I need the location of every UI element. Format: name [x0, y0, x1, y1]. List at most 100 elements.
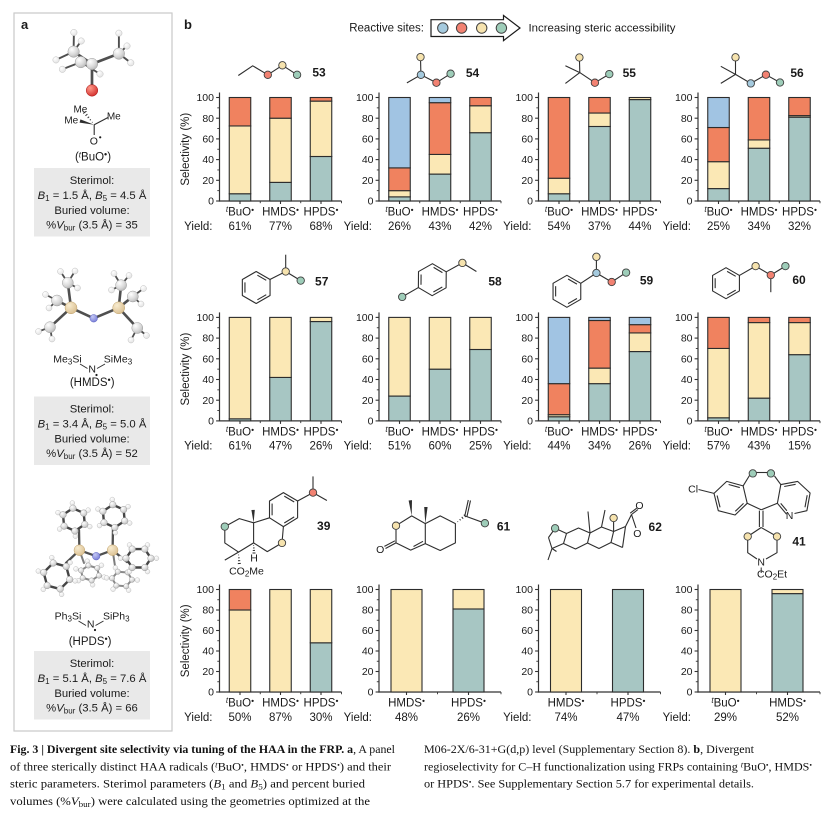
svg-text:50%: 50% — [228, 712, 251, 724]
svg-text:Yield:: Yield: — [344, 221, 372, 233]
svg-text:20: 20 — [521, 395, 533, 407]
svg-text:CO2Et: CO2Et — [757, 569, 787, 582]
svg-text:Buried volume:: Buried volume: — [54, 433, 129, 445]
svg-text:M06-2X/6-31+G(d,p) level (Supp: M06-2X/6-31+G(d,p) level (Supplementary … — [424, 744, 755, 756]
svg-text:O: O — [90, 136, 98, 148]
svg-text:51%: 51% — [388, 441, 411, 453]
svg-text:Fig. 3 | Divergent site select: Fig. 3 | Divergent site selectivity via … — [10, 744, 395, 756]
svg-text:Yield:: Yield: — [184, 221, 212, 233]
svg-text:54: 54 — [466, 66, 480, 80]
svg-text:HPDS•: HPDS• — [611, 696, 646, 710]
svg-text:Sterimol:: Sterimol: — [70, 175, 115, 187]
svg-text:20: 20 — [202, 175, 214, 187]
svg-text:60: 60 — [202, 134, 214, 146]
svg-text:26%: 26% — [457, 712, 480, 724]
svg-text:80: 80 — [202, 333, 214, 345]
svg-text:42%: 42% — [469, 221, 492, 233]
svg-text:0: 0 — [687, 416, 693, 428]
svg-text:60: 60 — [681, 134, 693, 146]
svg-text:tBuO•: tBuO• — [711, 696, 739, 710]
svg-text:B1 = 1.5 Å, B5 = 4.5 Å: B1 = 1.5 Å, B5 = 4.5 Å — [38, 189, 147, 203]
svg-text:tBuO•: tBuO• — [545, 424, 573, 438]
svg-text:60: 60 — [792, 273, 806, 287]
svg-text:80: 80 — [681, 333, 693, 345]
svg-text:Yield:: Yield: — [503, 441, 531, 453]
svg-text:%Vbur (3.5 Å) = 52: %Vbur (3.5 Å) = 52 — [46, 447, 138, 461]
svg-text:100: 100 — [515, 312, 533, 324]
svg-text:tBuO•: tBuO• — [545, 205, 573, 219]
svg-text:60: 60 — [362, 625, 374, 637]
svg-text:tBuO•: tBuO• — [385, 205, 413, 219]
svg-text:HPDS•: HPDS• — [304, 424, 339, 438]
svg-text:HPDS•: HPDS• — [782, 205, 817, 219]
svg-text:Yield:: Yield: — [184, 441, 212, 453]
svg-text:43%: 43% — [747, 441, 770, 453]
svg-text:0: 0 — [368, 196, 374, 208]
svg-text:60: 60 — [521, 353, 533, 365]
svg-text:HMDS•: HMDS• — [422, 424, 459, 438]
svg-text:100: 100 — [515, 584, 533, 596]
svg-text:60%: 60% — [428, 441, 451, 453]
svg-text:B1 = 3.4 Å, B5 = 5.0 Å: B1 = 3.4 Å, B5 = 5.0 Å — [38, 418, 147, 432]
svg-text:61: 61 — [497, 520, 511, 534]
svg-text:80: 80 — [202, 605, 214, 617]
svg-text:20: 20 — [681, 666, 693, 678]
svg-text:Yield:: Yield: — [503, 712, 531, 724]
svg-text:HMDS•: HMDS• — [741, 424, 778, 438]
svg-text:26%: 26% — [628, 441, 651, 453]
svg-text:100: 100 — [675, 584, 693, 596]
svg-text:Buried volume:: Buried volume: — [54, 205, 129, 217]
svg-text:15%: 15% — [788, 441, 811, 453]
svg-text:100: 100 — [196, 92, 214, 104]
svg-text:Sterimol:: Sterimol: — [70, 404, 115, 416]
svg-text:37%: 37% — [588, 221, 611, 233]
svg-text:20: 20 — [521, 175, 533, 187]
svg-text:20: 20 — [202, 395, 214, 407]
svg-text:20: 20 — [521, 666, 533, 678]
svg-text:32%: 32% — [788, 221, 811, 233]
svg-text:100: 100 — [675, 312, 693, 324]
svg-text:58: 58 — [488, 275, 502, 289]
svg-text:0: 0 — [687, 687, 693, 699]
svg-text:tBuO•: tBuO• — [385, 424, 413, 438]
svg-text:60: 60 — [362, 353, 374, 365]
svg-text:HPDS•: HPDS• — [304, 205, 339, 219]
svg-text:regioselectivity for C–H funct: regioselectivity for C–H functionalizati… — [424, 760, 813, 773]
svg-text:HMDS•: HMDS• — [581, 424, 618, 438]
svg-text:52%: 52% — [776, 712, 799, 724]
svg-text:100: 100 — [515, 92, 533, 104]
svg-text:100: 100 — [356, 312, 374, 324]
svg-text:80: 80 — [362, 333, 374, 345]
svg-text:40: 40 — [362, 646, 374, 658]
svg-text:100: 100 — [675, 92, 693, 104]
svg-text:34%: 34% — [747, 221, 770, 233]
svg-text:26%: 26% — [388, 221, 411, 233]
svg-text:or HPDS•. See Supplementary Se: or HPDS•. See Supplementary Section 5.7 … — [424, 779, 754, 791]
svg-text:47%: 47% — [616, 712, 639, 724]
svg-text:40: 40 — [202, 154, 214, 166]
svg-text:0: 0 — [208, 687, 214, 699]
svg-text:Selectivity (%): Selectivity (%) — [180, 113, 192, 186]
svg-text:N: N — [757, 557, 765, 569]
svg-text:Yield:: Yield: — [344, 441, 372, 453]
svg-text:HPDS•: HPDS• — [623, 424, 658, 438]
svg-text:Reactive sites:: Reactive sites: — [349, 23, 424, 35]
svg-text:30%: 30% — [309, 712, 332, 724]
svg-text:80: 80 — [202, 113, 214, 125]
svg-text:87%: 87% — [269, 712, 292, 724]
svg-text:26%: 26% — [309, 441, 332, 453]
svg-text:Yield:: Yield: — [344, 712, 372, 724]
svg-text:41: 41 — [792, 535, 806, 549]
svg-text:HPDS•: HPDS• — [463, 424, 498, 438]
svg-text:HMDS•: HMDS• — [741, 205, 778, 219]
svg-text:56: 56 — [790, 66, 804, 80]
svg-text:N: N — [87, 619, 95, 631]
svg-text:HMDS•: HMDS• — [769, 696, 806, 710]
svg-text:100: 100 — [196, 312, 214, 324]
svg-text:O: O — [633, 528, 641, 540]
svg-text:20: 20 — [681, 395, 693, 407]
svg-text:60: 60 — [202, 625, 214, 637]
svg-text:HMDS•: HMDS• — [581, 205, 618, 219]
svg-text:Yield:: Yield: — [503, 221, 531, 233]
svg-text:Yield:: Yield: — [184, 712, 212, 724]
